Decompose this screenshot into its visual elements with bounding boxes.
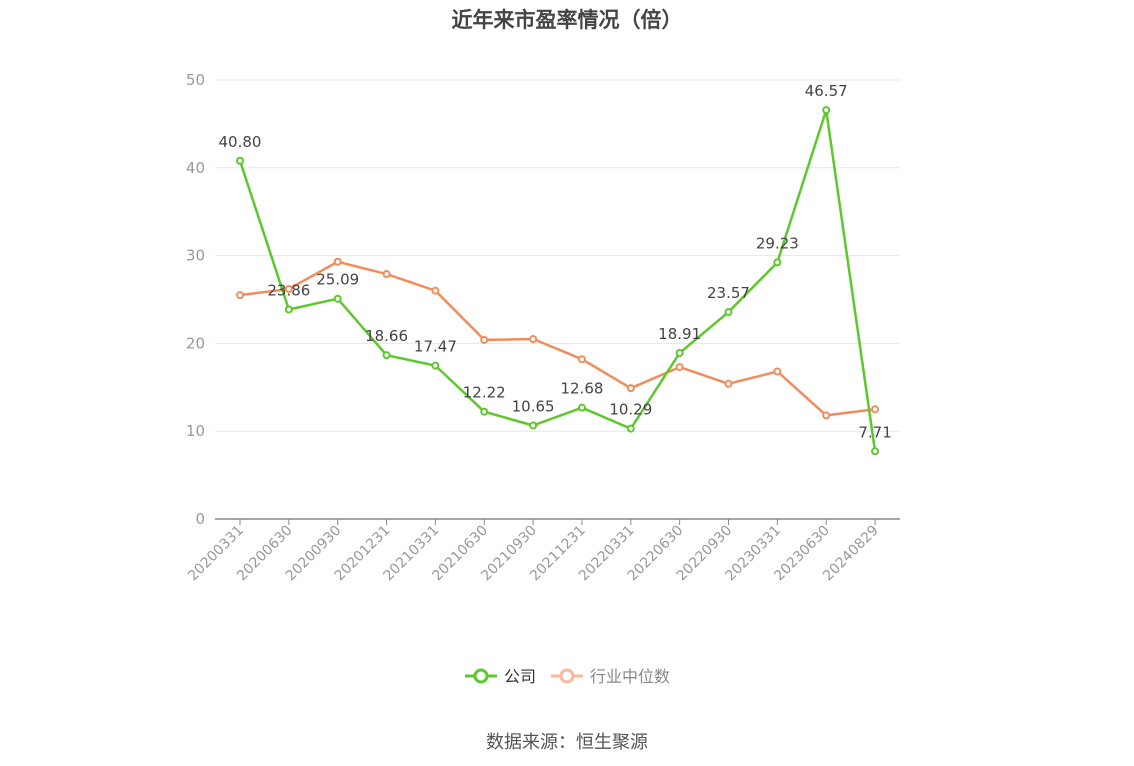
y-tick-label: 10 bbox=[186, 422, 205, 440]
data-labels: 40.80 23.86 25.09 18.66 17.47 12.22 10.65 12.68… bbox=[219, 82, 892, 441]
legend[interactable]: 公司 行业中位数 bbox=[465, 667, 670, 686]
series-company bbox=[236, 106, 880, 456]
data-label: 10.65 bbox=[512, 397, 555, 415]
y-axis-tick-labels: 0 10 20 30 40 50 bbox=[186, 71, 205, 528]
data-label: 18.66 bbox=[365, 327, 408, 345]
data-label: 12.68 bbox=[560, 380, 603, 398]
legend-industry-median-label: 行业中位数 bbox=[590, 667, 670, 686]
y-tick-label: 50 bbox=[186, 71, 205, 89]
data-point[interactable] bbox=[773, 367, 782, 376]
legend-item-company[interactable]: 公司 bbox=[465, 667, 536, 686]
y-tick-label: 20 bbox=[186, 334, 205, 352]
data-point[interactable] bbox=[431, 361, 440, 370]
data-label: 12.22 bbox=[463, 384, 506, 402]
data-point[interactable] bbox=[675, 348, 684, 357]
chart-title: 近年来市盈率情况（倍） bbox=[451, 8, 683, 32]
data-label: 23.57 bbox=[707, 284, 750, 302]
data-point[interactable] bbox=[724, 308, 733, 317]
data-label: 18.91 bbox=[658, 325, 701, 343]
y-tick-label: 40 bbox=[186, 159, 205, 177]
legend-industry-median-marker bbox=[559, 668, 575, 684]
pe-ratio-line-chart: 0 10 20 30 40 50 2020033120200630202009302020… bbox=[185, 71, 900, 686]
data-point[interactable] bbox=[773, 258, 782, 267]
series-line bbox=[239, 260, 876, 417]
x-axis-ticks: 2020033120200630202009302020123120210331… bbox=[185, 519, 882, 584]
data-label: 25.09 bbox=[316, 271, 359, 289]
data-point[interactable] bbox=[236, 291, 244, 300]
data-point[interactable] bbox=[333, 294, 342, 303]
series-lines bbox=[236, 106, 880, 456]
data-source-note: 数据来源：恒生聚源 bbox=[486, 732, 648, 753]
legend-company-marker bbox=[473, 668, 489, 684]
y-tick-label: 30 bbox=[186, 247, 205, 265]
data-point[interactable] bbox=[529, 335, 538, 344]
data-label: 7.71 bbox=[858, 423, 891, 441]
series-industry-median bbox=[236, 257, 880, 420]
data-point[interactable] bbox=[236, 156, 244, 165]
data-label: 17.47 bbox=[414, 338, 457, 356]
data-point[interactable] bbox=[480, 335, 489, 344]
data-point[interactable] bbox=[871, 405, 880, 414]
data-point[interactable] bbox=[822, 106, 831, 115]
data-point[interactable] bbox=[284, 284, 293, 293]
data-point[interactable] bbox=[822, 411, 831, 420]
legend-company-label: 公司 bbox=[504, 667, 536, 686]
data-label: 10.29 bbox=[609, 401, 652, 419]
data-point[interactable] bbox=[724, 379, 733, 388]
data-point[interactable] bbox=[333, 257, 342, 266]
data-label: 46.57 bbox=[805, 82, 848, 100]
legend-item-industry-median[interactable]: 行业中位数 bbox=[551, 667, 670, 686]
data-label: 23.86 bbox=[267, 282, 310, 300]
data-point[interactable] bbox=[480, 407, 489, 416]
data-point[interactable] bbox=[382, 351, 391, 360]
grid-lines bbox=[215, 79, 900, 432]
data-label: 29.23 bbox=[756, 234, 799, 252]
data-point[interactable] bbox=[626, 384, 635, 393]
data-point[interactable] bbox=[382, 270, 391, 279]
data-point[interactable] bbox=[284, 305, 293, 314]
data-point[interactable] bbox=[431, 286, 440, 295]
data-point[interactable] bbox=[675, 363, 684, 372]
data-label: 40.80 bbox=[219, 133, 262, 151]
data-point[interactable] bbox=[577, 355, 586, 364]
y-tick-label: 0 bbox=[195, 510, 205, 528]
data-point[interactable] bbox=[529, 421, 538, 430]
data-point[interactable] bbox=[871, 447, 880, 456]
data-point[interactable] bbox=[577, 403, 586, 412]
series-line bbox=[238, 108, 877, 452]
data-point[interactable] bbox=[626, 424, 635, 433]
